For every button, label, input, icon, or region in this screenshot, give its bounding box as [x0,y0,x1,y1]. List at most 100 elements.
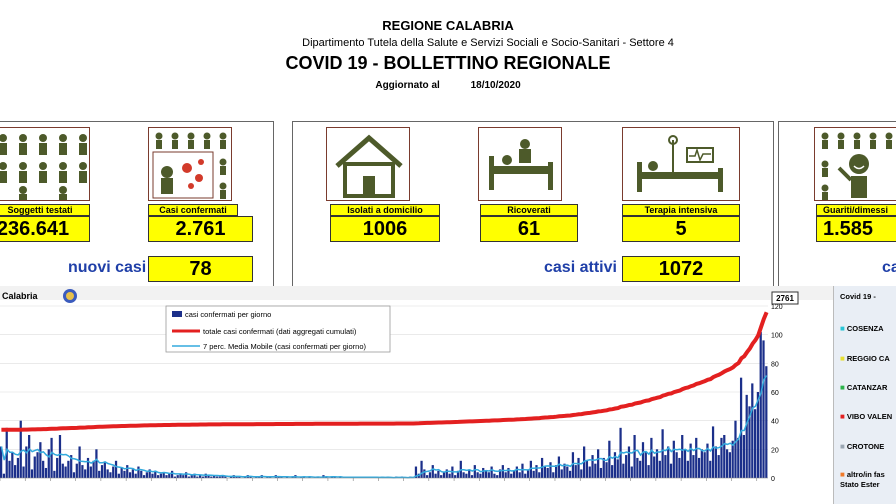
daily-bar [238,476,241,478]
confirmed-value: 2.761 [148,216,253,242]
daily-bar [602,457,605,478]
daily-bar [440,475,443,478]
moving-average-line [0,375,768,479]
daily-bar [75,463,78,478]
daily-bar [426,475,429,478]
intensive-care-label: Terapia intensiva [622,204,740,216]
updated-row: Aggiornato al 18/10/2020 [0,80,896,91]
daily-bar [535,465,538,478]
daily-bar [616,459,619,478]
daily-bar [546,467,549,478]
province-color-marker: ■ [840,442,845,451]
daily-bar [759,331,762,478]
daily-bar [625,455,628,478]
daily-bar [484,470,488,478]
daily-bar [423,469,426,478]
daily-bar [706,443,709,478]
province-legend-item: ■ REGGIO CA [840,354,890,363]
daily-bar [515,466,518,478]
intensive-care-icon [622,127,740,201]
daily-bar [218,476,221,478]
daily-bar [728,452,731,478]
daily-bar [19,420,22,478]
y-tick-label: 0 [771,476,775,483]
daily-bar [641,442,645,478]
daily-bar [496,475,499,478]
daily-bar [184,472,188,478]
daily-bar [577,457,580,478]
daily-bar [611,465,614,478]
daily-bar [647,465,650,478]
daily-bar [165,475,168,478]
y-tick-label: 60 [771,390,779,397]
province-legend-item: ■ CROTONE [840,442,884,451]
daily-bar [695,437,698,478]
daily-bar [636,457,639,478]
daily-bar [120,467,123,478]
daily-bar [50,437,53,478]
daily-bar [476,472,479,478]
daily-bar [653,456,656,478]
daily-bar [442,472,446,478]
daily-bar [756,392,760,478]
daily-bar [8,460,11,478]
daily-bar [554,465,558,478]
daily-bar [64,466,67,478]
province-legend-title: Covid 19 - [840,292,876,301]
daily-bar [574,465,577,478]
daily-bar [473,465,476,478]
y-tick-label: 20 [771,447,779,454]
daily-bar [613,452,617,478]
daily-bar [529,460,532,478]
daily-bar [737,437,740,478]
daily-bar [644,452,647,478]
daily-bar [714,446,717,478]
daily-bar [482,467,485,478]
province-color-marker: ■ [840,354,845,363]
daily-bar [114,460,118,478]
daily-bar [134,473,137,478]
daily-bar [215,476,219,478]
daily-bar [552,472,555,478]
daily-bar [742,435,746,478]
daily-bar [420,460,423,478]
daily-bar [190,475,193,478]
daily-bar [78,446,81,478]
daily-bar [30,469,34,478]
legend-moving-average: 7 perc. Media Mobile (casi confermati pe… [203,342,366,351]
daily-bar [109,472,112,478]
chart-region-label: Calabria [2,291,39,301]
recovered-label: Guariti/dimessi [816,204,896,216]
daily-bar [470,475,474,478]
updated-label: Aggiornato al [375,80,440,91]
daily-bar [762,340,765,478]
daily-bar [692,455,695,478]
daily-bar [560,469,563,478]
daily-bar [549,462,552,478]
daily-bar [179,473,182,478]
daily-bar [504,472,507,478]
daily-bar [650,437,653,478]
daily-bar [543,466,547,478]
daily-bar [151,473,154,478]
province-color-marker: ■ [840,383,845,392]
daily-bar [725,449,729,478]
daily-bar [765,366,768,478]
daily-bar [445,469,448,478]
daily-bar [479,473,482,478]
new-cases-label: nuovi casi [68,259,147,276]
province-name: VIBO VALEN [846,412,893,421]
daily-bar [448,473,451,478]
daily-bar [25,446,28,478]
daily-bar [639,460,642,478]
daily-bar [686,460,689,478]
daily-bar [532,470,535,478]
daily-bar [14,465,17,478]
daily-bar [16,457,20,478]
confirmed-virus-icon [148,127,232,201]
daily-bar [748,406,751,478]
chart-legend: casi confermati per giorno totale casi c… [165,305,391,353]
y-tick-label: 120 [771,304,783,311]
total-flag-value: 2761 [776,294,794,303]
daily-bar [751,383,754,478]
